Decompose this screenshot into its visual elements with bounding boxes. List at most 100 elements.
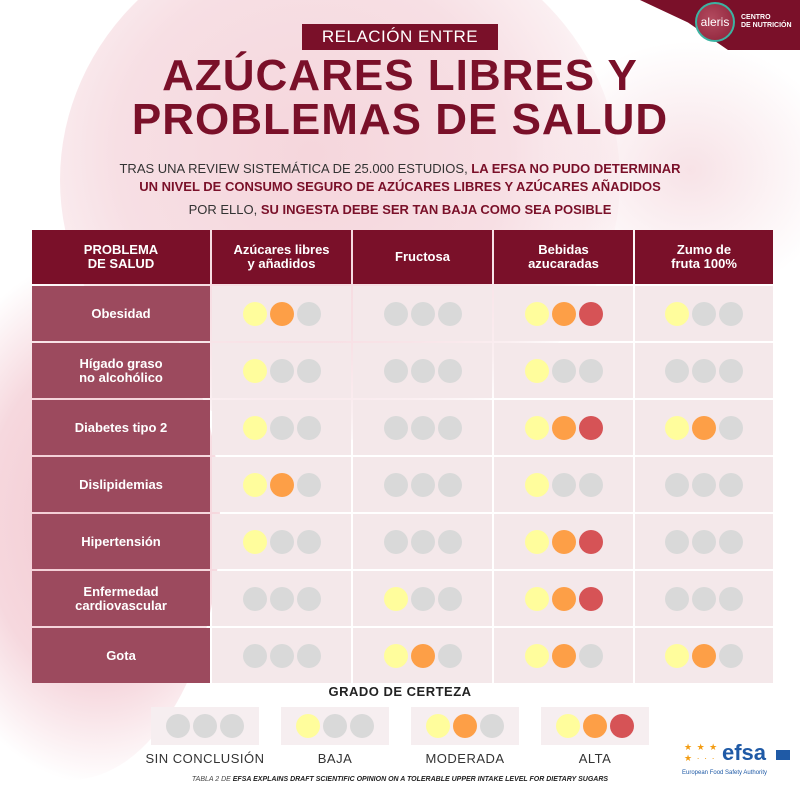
dot-icon xyxy=(665,529,689,554)
certainty-dots xyxy=(242,415,321,440)
dot-icon xyxy=(269,643,294,668)
certainty-dots xyxy=(383,529,462,554)
table-cell xyxy=(212,286,351,341)
dot-icon xyxy=(665,586,689,611)
dot-icon xyxy=(551,415,576,440)
logo-subtitle-line2: DE NUTRICIÓN xyxy=(741,22,792,29)
dot-icon xyxy=(410,301,435,326)
dot-icon xyxy=(453,714,477,738)
dot-icon xyxy=(410,586,435,611)
source-citation: TABLA 2 DE EFSA EXPLAINS DRAFT SCIENTIFI… xyxy=(0,776,800,783)
dot-icon xyxy=(578,472,603,497)
legend-swatch xyxy=(281,707,389,745)
table-cell xyxy=(494,400,633,455)
dot-icon xyxy=(719,586,743,611)
table-cell xyxy=(212,343,351,398)
dot-icon xyxy=(665,358,689,383)
dot-icon xyxy=(692,358,716,383)
legend-label: BAJA xyxy=(317,751,353,766)
dot-icon xyxy=(242,472,267,497)
dot-icon xyxy=(437,301,462,326)
dot-icon xyxy=(437,472,462,497)
column-header: Zumo de fruta 100% xyxy=(635,230,773,284)
certainty-dots xyxy=(524,643,603,668)
table-cell xyxy=(635,286,773,341)
certainty-dots xyxy=(383,415,462,440)
title-line2: PROBLEMAS DE SALUD xyxy=(131,95,669,144)
dot-icon xyxy=(692,643,716,668)
intro-part3: UN NIVEL DE CONSUMO SEGURO DE AZÚCARES L… xyxy=(139,179,661,194)
certainty-dots xyxy=(665,643,743,668)
dot-icon xyxy=(242,643,267,668)
dot-icon xyxy=(269,586,294,611)
title-line1: AZÚCARES LIBRES Y xyxy=(162,51,638,100)
source-title: EFSA EXPLAINS DRAFT SCIENTIFIC OPINION O… xyxy=(232,776,609,783)
dot-icon xyxy=(410,529,435,554)
table-cell xyxy=(635,514,773,569)
certainty-dots xyxy=(242,586,321,611)
dot-icon xyxy=(383,643,408,668)
table-cell xyxy=(494,571,633,626)
dot-icon xyxy=(383,301,408,326)
dot-icon xyxy=(242,358,267,383)
table-cell xyxy=(212,457,351,512)
dot-icon xyxy=(296,714,320,738)
dot-icon xyxy=(719,472,743,497)
conclusion-text: POR ELLO, SU INGESTA DEBE SER TAN BAJA C… xyxy=(0,201,800,219)
table-cell xyxy=(494,286,633,341)
dot-icon xyxy=(383,529,408,554)
legend: SIN CONCLUSIÓN BAJA MODERADA ALTA xyxy=(140,707,660,766)
dot-icon xyxy=(551,586,576,611)
dot-icon xyxy=(296,415,321,440)
certainty-table: PROBLEMA DE SALUD Azúcares libres y añadido… xyxy=(32,230,773,683)
legend-item: MODERADA xyxy=(400,707,530,766)
legend-item: BAJA xyxy=(270,707,400,766)
certainty-dots xyxy=(383,643,462,668)
logo-circle: aleris xyxy=(695,2,735,42)
dot-icon xyxy=(719,529,743,554)
dot-icon xyxy=(692,586,716,611)
dot-icon xyxy=(692,529,716,554)
dot-icon xyxy=(296,301,321,326)
table-cell xyxy=(212,514,351,569)
column-header: Azúcares libres y añadidos xyxy=(212,230,351,284)
dot-icon xyxy=(269,415,294,440)
efsa-wordmark: efsa xyxy=(722,740,767,765)
certainty-dots xyxy=(665,586,743,611)
legend-item: ALTA xyxy=(530,707,660,766)
dot-icon xyxy=(524,643,549,668)
dot-icon xyxy=(269,529,294,554)
dot-icon xyxy=(578,529,603,554)
efsa-tagline: European Food Safety Authority xyxy=(682,770,768,776)
row-header: Dislipidemias xyxy=(32,457,210,512)
table-cell xyxy=(494,628,633,683)
certainty-dots xyxy=(556,714,634,738)
table-cell xyxy=(494,514,633,569)
dot-icon xyxy=(437,643,462,668)
dot-icon xyxy=(437,586,462,611)
table-cell xyxy=(212,571,351,626)
legend-title: GRADO DE CERTEZA xyxy=(328,684,472,699)
table-cell xyxy=(635,571,773,626)
dot-icon xyxy=(426,714,450,738)
certainty-dots xyxy=(665,472,743,497)
dot-icon xyxy=(524,529,549,554)
table-cell xyxy=(353,457,492,512)
certainty-dots xyxy=(524,472,603,497)
dot-icon xyxy=(551,643,576,668)
certainty-dots xyxy=(242,358,321,383)
certainty-dots xyxy=(242,301,321,326)
certainty-dots xyxy=(524,529,603,554)
certainty-dots xyxy=(524,586,603,611)
dot-icon xyxy=(269,472,294,497)
dot-icon xyxy=(610,714,634,738)
dot-icon xyxy=(410,472,435,497)
certainty-dots xyxy=(665,358,743,383)
dot-icon xyxy=(692,472,716,497)
row-header: Gota xyxy=(32,628,210,683)
legend-label: ALTA xyxy=(578,751,612,766)
legend-swatch xyxy=(541,707,649,745)
dot-icon xyxy=(719,415,743,440)
logo-subtitle-line1: CENTRO xyxy=(741,14,771,21)
dot-icon xyxy=(480,714,504,738)
